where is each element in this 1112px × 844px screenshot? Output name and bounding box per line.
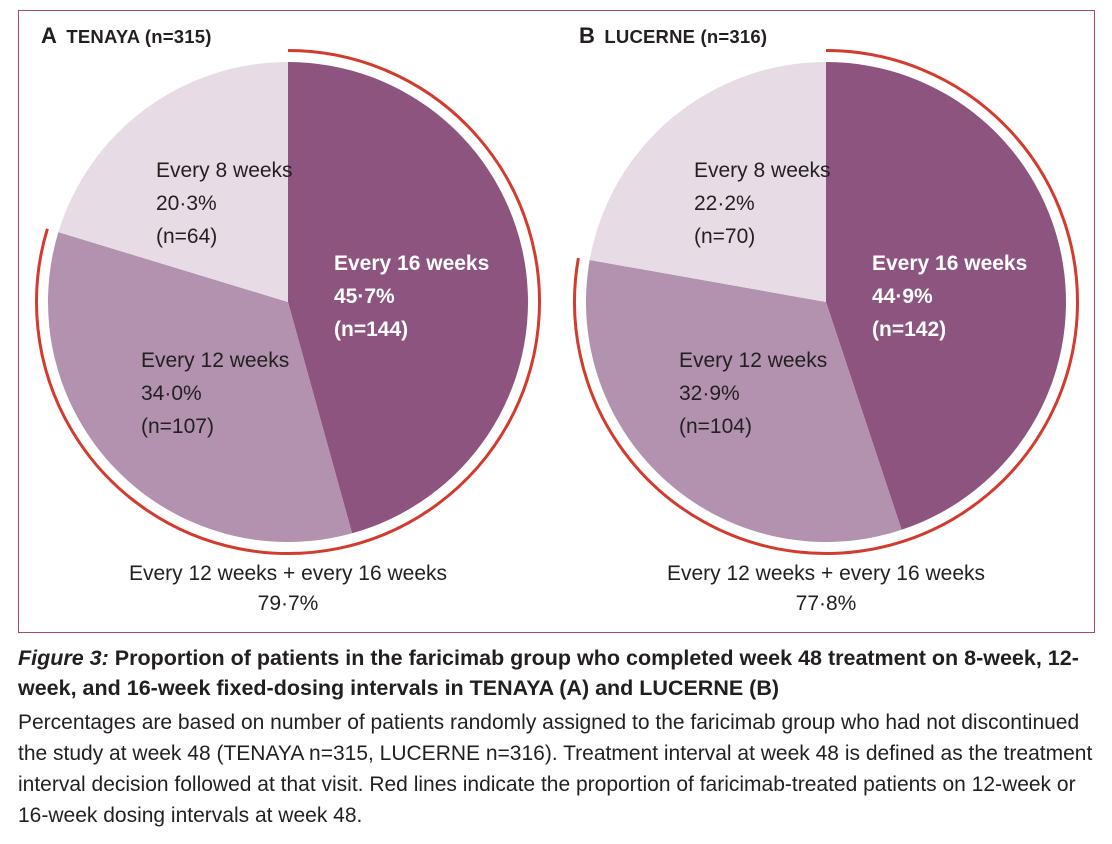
panel-b-lucerne: B LUCERNE (n=316) Every 8 weeks 22·2% (n=… [557, 11, 1095, 631]
label-every-8-weeks-n: (n=64) [156, 225, 218, 248]
pie-slice-every-16-weeks [826, 62, 1066, 530]
label-every-8-weeks: Every 8 weeks 20·3% (n=64) [156, 154, 293, 253]
red-arc-annotation-a-label: Every 12 weeks + every 16 weeks [128, 562, 448, 585]
label-every-8-weeks-pct: 20·3% [156, 192, 217, 215]
label-every-16-weeks-n: (n=142) [872, 318, 947, 341]
panel-b-letter: B [579, 23, 596, 48]
label-every-16-weeks: Every 16 weeks 44·9% (n=142) [872, 247, 1027, 346]
pie-slice-every-16-weeks [288, 62, 528, 534]
pie-slice-every-8-weeks [58, 62, 288, 302]
label-every-12-weeks: Every 12 weeks 34·0% (n=107) [141, 344, 289, 443]
label-every-16-weeks-pct: 45·7% [334, 285, 395, 308]
label-every-12-weeks-name: Every 12 weeks [679, 349, 828, 372]
pie-slice-every-8-weeks [589, 61, 826, 302]
figure-box: A TENAYA (n=315) Every 8 weeks 20·3% (n=6… [18, 10, 1095, 633]
label-every-16-weeks-pct: 44·9% [872, 285, 933, 308]
label-every-16-weeks-n: (n=144) [334, 318, 409, 341]
label-every-12-weeks-n: (n=107) [141, 415, 214, 438]
caption-body: Percentages are based on number of patie… [18, 711, 1093, 827]
panel-a-letter: A [41, 23, 58, 48]
label-every-12-weeks-pct: 32·9% [679, 382, 740, 405]
pie-slice-every-12-weeks [585, 259, 902, 542]
panel-a-study-name: TENAYA (n=315) [66, 26, 212, 47]
label-every-16-weeks-name: Every 16 weeks [334, 252, 490, 275]
label-every-16-weeks-name: Every 16 weeks [872, 252, 1028, 275]
label-every-8-weeks-n: (n=70) [694, 225, 756, 248]
red-proportion-arc [573, 49, 1079, 555]
label-every-8-weeks-pct: 22·2% [694, 192, 755, 215]
red-proportion-arc [35, 49, 541, 555]
panel-a-tenaya: A TENAYA (n=315) Every 8 weeks 20·3% (n=6… [19, 11, 557, 631]
caption-title: Figure 3: Proportion of patients in the … [18, 643, 1098, 703]
pie-slice-every-12-weeks [48, 232, 353, 542]
label-every-12-weeks-n: (n=104) [679, 415, 752, 438]
label-every-16-weeks: Every 16 weeks 45·7% (n=144) [334, 247, 489, 346]
label-every-12-weeks-name: Every 12 weeks [141, 349, 290, 372]
figure-caption: Figure 3: Proportion of patients in the … [18, 643, 1098, 831]
label-every-8-weeks-name: Every 8 weeks [156, 159, 293, 182]
panel-b-title: B LUCERNE (n=316) [579, 23, 767, 49]
label-every-12-weeks: Every 12 weeks 32·9% (n=104) [679, 344, 827, 443]
label-every-8-weeks: Every 8 weeks 22·2% (n=70) [694, 154, 831, 253]
panel-b-study-name: LUCERNE (n=316) [604, 26, 768, 47]
label-every-12-weeks-pct: 34·0% [141, 382, 202, 405]
red-arc-annotation-a: Every 12 weeks + every 16 weeks 79·7% [19, 559, 557, 619]
caption-title-text: Proportion of patients in the faricimab … [18, 646, 1079, 700]
pie-chart-tenaya [35, 49, 541, 555]
caption-figure-number: Figure 3: [18, 646, 109, 670]
red-arc-annotation-b-label: Every 12 weeks + every 16 weeks [666, 562, 986, 585]
red-arc-annotation-b-pct: 77·8% [795, 592, 857, 615]
red-arc-annotation-a-pct: 79·7% [257, 592, 319, 615]
panel-a-title: A TENAYA (n=315) [41, 23, 212, 49]
red-arc-annotation-b: Every 12 weeks + every 16 weeks 77·8% [557, 559, 1095, 619]
label-every-8-weeks-name: Every 8 weeks [694, 159, 831, 182]
pie-chart-lucerne [573, 49, 1079, 555]
